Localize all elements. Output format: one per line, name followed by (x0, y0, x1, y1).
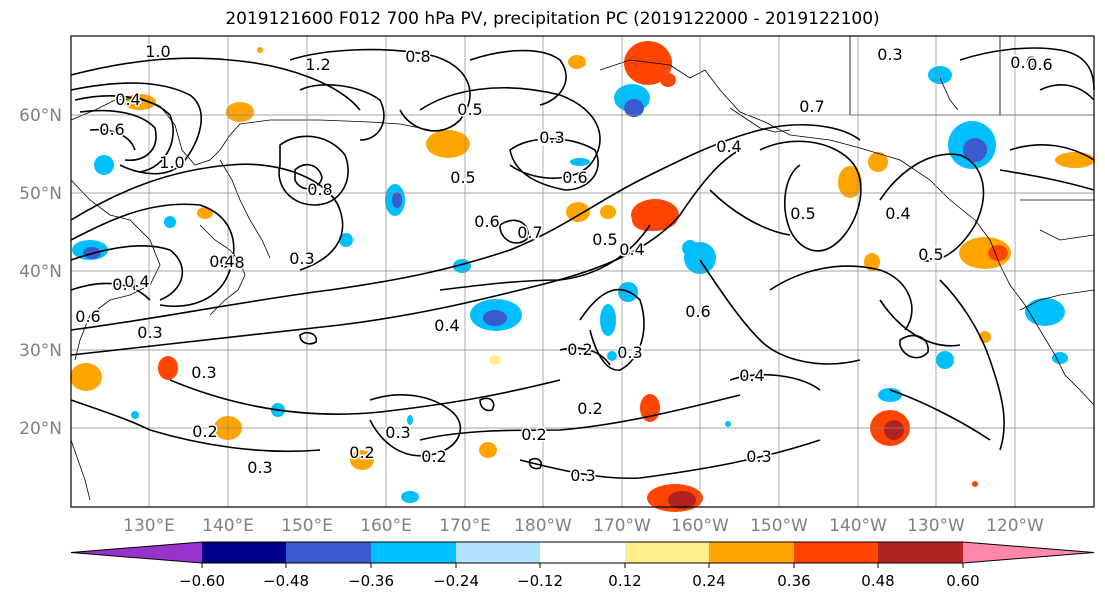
contour-label: 0.8 (307, 180, 332, 199)
contour-label: 0.5 (918, 245, 943, 264)
contour-label: 0.4 (739, 366, 764, 385)
colorbar-tick-label: −0.12 (517, 572, 563, 590)
longitude-labels: 130°E 140°E 150°E 160°E 170°E 180°W 170°W 160°W… (123, 516, 1044, 536)
colorbar-tick-labels: −0.60 −0.48 −0.36 −0.24 −0.12 0.12 0.24 0.36 0.4… (179, 563, 980, 590)
contour-label: 0.3 (570, 466, 595, 485)
contour-label: 0.4 (209, 252, 234, 271)
precip-shading (70, 41, 1095, 512)
contour-label: 0.5 (450, 168, 475, 187)
colorbar-box (371, 542, 456, 563)
contour-label: 0.6 (1010, 53, 1035, 72)
contour-label: 0.3 (289, 249, 314, 268)
colorbar-box (709, 542, 794, 563)
colorbar-tick-label: 0.12 (608, 572, 641, 590)
contour-label: 0.2 (567, 340, 592, 359)
contour-label: 0.5 (790, 204, 815, 223)
contour-label: 0.3 (746, 447, 771, 466)
contour-label: 0.4 (124, 272, 149, 291)
contour-label: 0.8 (405, 47, 430, 66)
longitude-label: 140°E (202, 516, 254, 536)
contour-label: 1.0 (159, 153, 184, 172)
longitude-label: 160°W (671, 516, 729, 536)
colorbar-box (963, 542, 1094, 563)
contour-label: 0.8 (219, 253, 244, 272)
contour-label: 0.4 (885, 204, 910, 223)
latitude-labels: 60°N 50°N 40°N 30°N 20°N (19, 106, 62, 439)
contour-label: 0.7 (538, 129, 563, 148)
contour-label: 0.2 (349, 443, 374, 462)
contour-label: 0.3 (539, 128, 564, 147)
contour-label: 0.5 (592, 230, 617, 249)
longitude-label: 130°W (907, 516, 965, 536)
contour-label: 0.6 (1027, 55, 1052, 74)
colorbar-box (71, 542, 202, 563)
contour-label: 0.7 (799, 97, 824, 116)
longitude-label: 170°W (593, 516, 651, 536)
contour-label: 0.4 (619, 240, 644, 259)
contour-label: 0.5 (457, 100, 482, 119)
colorbar-boxes (70, 541, 1095, 564)
colorbar-box (878, 542, 963, 563)
contour-label: 0.6 (474, 212, 499, 231)
colorbar-box (794, 542, 878, 563)
contour-label: 0.3 (247, 458, 272, 477)
contour-label: 0.3 (617, 343, 642, 362)
colorbar-box (456, 542, 540, 563)
contour-label: 0.3 (191, 363, 216, 382)
colorbar-box (540, 542, 625, 563)
contour-label: 0.2 (192, 422, 217, 441)
contour-label: 0.4 (112, 275, 137, 294)
contour-label: 0.2 (577, 399, 602, 418)
colorbar-box (625, 542, 709, 563)
longitude-label: 130°E (123, 516, 175, 536)
contour-label: 0.2 (421, 447, 446, 466)
colorbar-tick-label: 0.48 (861, 572, 894, 590)
contour-label: 0.4 (434, 316, 459, 335)
longitude-label: 150°E (281, 516, 333, 536)
latitude-label: 20°N (19, 419, 62, 439)
contour-label: 0.6 (685, 302, 710, 321)
longitude-label: 140°W (829, 516, 887, 536)
longitude-label: 160°E (360, 516, 412, 536)
latitude-label: 40°N (19, 262, 62, 282)
contour-label: 0.3 (877, 45, 902, 64)
colorbar-box (202, 542, 286, 563)
longitude-label: 150°W (750, 516, 808, 536)
contour-label: 1.0 (145, 42, 170, 61)
longitude-label: 120°W (986, 516, 1044, 536)
latitude-label: 50°N (19, 184, 62, 204)
pv-contours (70, 47, 1095, 480)
colorbar-tick-label: −0.60 (179, 572, 225, 590)
colorbar-tick-label: −0.24 (433, 572, 479, 590)
contour-label: 0.6 (75, 307, 100, 326)
map-frame (70, 35, 1095, 508)
contour-label: 0.7 (517, 223, 542, 242)
colorbar-tick-label: 0.60 (946, 572, 979, 590)
coastlines (70, 36, 1095, 501)
colorbar-tick-label: −0.36 (348, 572, 394, 590)
contour-labels: 1.01.2 0.80.40.61.00.80.50.70.50.60.7 0.50… (74, 41, 1054, 487)
longitude-label: 170°E (439, 516, 491, 536)
colorbar-box (286, 542, 371, 563)
contour-label: 1.2 (305, 55, 330, 74)
latitude-label: 30°N (19, 341, 62, 361)
contour-label: 0.3 (385, 423, 410, 442)
contour-label: 0.3 (137, 323, 162, 342)
contour-label: 0.6 (562, 168, 587, 187)
colorbar-tick-label: 0.36 (777, 572, 810, 590)
contour-label: 0.2 (521, 425, 546, 444)
colorbar-tick-label: −0.48 (263, 572, 309, 590)
colorbar-tick-label: 0.24 (692, 572, 725, 590)
contour-label: 0.6 (99, 120, 124, 139)
contour-label: 0.4 (716, 137, 741, 156)
latitude-label: 60°N (19, 106, 62, 126)
longitude-label: 180°W (514, 516, 572, 536)
map-title: 2019121600 F012 700 hPa PV, precipitatio… (225, 9, 880, 29)
contour-label: 0.4 (115, 90, 140, 109)
